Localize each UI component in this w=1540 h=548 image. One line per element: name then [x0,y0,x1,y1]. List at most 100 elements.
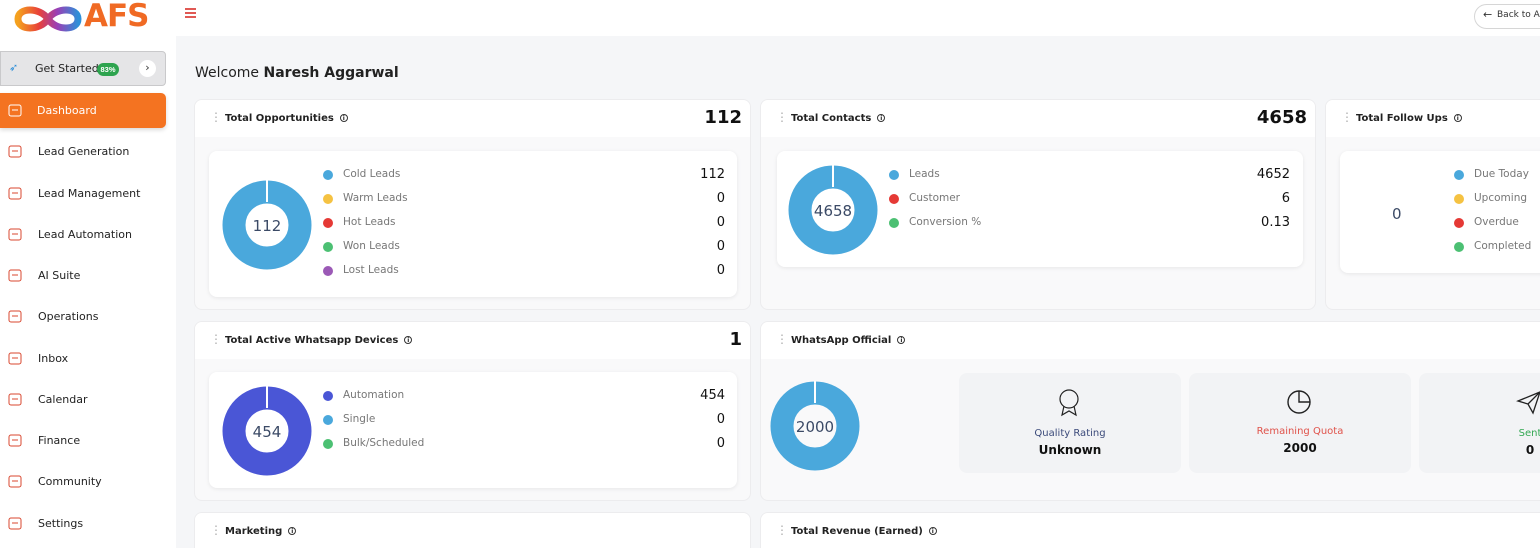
expand-button[interactable]: › [139,60,156,77]
legend-label: Overdue [1474,216,1519,228]
back-button[interactable]: ← Back to A [1474,4,1540,29]
donut: 112 [222,180,312,270]
menu-icon-shape [8,434,22,447]
info-icon[interactable]: i [877,114,886,122]
info-icon[interactable]: i [897,336,906,344]
legend-label: Customer [909,192,961,204]
card-header: ⋮ Total Opportunities i 112 [195,100,750,137]
get-started[interactable]: ➶ Get Started 83% › [0,51,166,86]
card-title: Total Revenue (Earned) i [791,526,937,537]
follow-ups-center: 0 [1392,205,1402,223]
card-header: ⋮ Total Revenue (Earned) i [761,513,1540,548]
legend-dot [1454,242,1464,252]
legend-value: 0 [716,263,725,278]
menu-icon [8,145,22,158]
menu-icon-shape [8,475,22,488]
legend-label: Hot Leads [343,216,396,228]
info-icon[interactable]: i [288,527,297,535]
card-total: 112 [704,107,742,128]
stat-icon-shape [1516,391,1540,415]
drag-handle: ⋮ [210,523,222,537]
menu-item[interactable]: Operations [0,299,166,334]
legend-dot [1454,170,1464,180]
menu-item[interactable]: Lead Management [0,176,166,211]
info-icon[interactable]: i [1453,114,1462,122]
card-title: Total Active Whatsapp Devices i [225,335,413,346]
top-bar [0,0,1540,36]
card-total: 1 [729,329,742,350]
menu-item[interactable]: Finance [0,423,166,458]
stat-box: Remaining Quota 2000 [1189,373,1411,473]
legend-value: 0.13 [1261,215,1290,230]
welcome: Welcome Naresh Aggarwal [195,65,399,81]
stat-icon [1516,391,1540,415]
donut-center: 112 [253,217,282,235]
stat-box: Quality Rating Unknown [959,373,1181,473]
menu-icon [8,475,22,488]
menu-icon [8,228,22,241]
menu-icon-shape [8,310,22,323]
menu-toggle[interactable] [185,8,197,18]
menu-label: Lead Automation [38,228,132,241]
legend-value: 6 [1281,191,1290,206]
menu-item-active[interactable]: Dashboard [0,93,166,128]
card-title: WhatsApp Official i [791,335,906,346]
menu-icon [8,352,22,365]
card: ⋮ Total Active Whatsapp Devices i 1 454 Autom… [194,321,751,501]
menu-label: Operations [38,310,99,323]
donut: 454 [222,386,312,476]
donut: 4658 [788,165,878,255]
stat-value: 0 [1525,443,1535,457]
legend-label: Cold Leads [343,168,401,180]
menu-item[interactable]: Calendar [0,382,166,417]
card-header: ⋮ Total Follow Ups i [1326,100,1540,137]
menu-item[interactable]: Inbox [0,341,166,376]
stat-value: Unknown [1038,443,1102,457]
menu-icon-shape [8,269,22,282]
menu-icon [8,517,22,530]
menu-icon-shape [8,104,22,117]
card: ⋮ Total Opportunities i 112 112 Cold Leads 112… [194,99,751,310]
welcome-greeting: Welcome [195,65,260,81]
menu-item[interactable]: Settings [0,506,166,541]
donut: 2000 [770,381,860,471]
menu-label: Community [38,475,102,488]
progress-badge: 83% [97,63,119,76]
drag-handle: ⋮ [776,332,788,346]
stat-box: Sent 0 [1419,373,1540,473]
menu-icon [8,269,22,282]
menu-label: Finance [38,434,81,447]
info-icon[interactable]: i [339,114,348,122]
stat-icon [1287,390,1311,414]
stat-icon-shape [1059,389,1079,409]
legend-label: Conversion % [909,216,982,228]
sidebar [0,0,176,548]
welcome-name: Naresh Aggarwal [263,65,399,81]
legend-dot [323,218,333,228]
info-icon[interactable]: i [404,336,413,344]
drag-handle: ⋮ [210,332,222,346]
drag-handle: ⋮ [776,110,788,124]
legend-label: Automation [343,389,405,401]
menu-icon-shape [8,352,22,365]
card-header: ⋮ Total Active Whatsapp Devices i 1 [195,322,750,359]
back-arrow: ← [1483,8,1493,21]
drag-handle: ⋮ [1341,110,1353,124]
legend-dot [323,415,333,425]
menu-item[interactable]: Community [0,464,166,499]
legend-dot [323,194,333,204]
menu-item[interactable]: Lead Automation [0,217,166,252]
legend-dot [323,242,333,252]
legend-label: Bulk/Scheduled [343,437,425,449]
menu-item[interactable]: Lead Generation [0,134,166,169]
inner-panel [1340,151,1540,273]
menu-item[interactable]: AI Suite [0,258,166,293]
menu-icon [8,434,22,447]
card-title: Total Contacts i [791,113,886,124]
info-icon[interactable]: i [928,527,937,535]
menu-label: Inbox [38,352,69,365]
card-header: ⋮ Marketing i [195,513,750,548]
logo-text: AFS [84,0,149,34]
legend-value: 4652 [1256,167,1290,182]
